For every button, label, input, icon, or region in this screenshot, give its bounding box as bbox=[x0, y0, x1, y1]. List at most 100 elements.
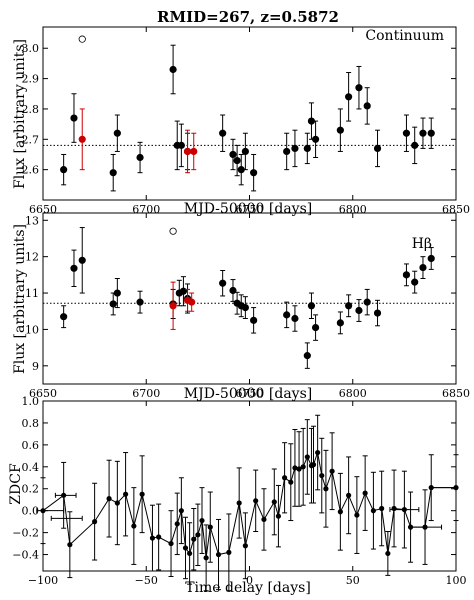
continuum-data-point bbox=[250, 169, 258, 177]
continuum-data-point bbox=[219, 129, 227, 137]
zdcf-series-line bbox=[42, 450, 456, 558]
hbeta-outlier-point bbox=[169, 227, 177, 235]
zdcf-x-tick-label: 0 bbox=[246, 574, 253, 587]
zdcf-data-point bbox=[149, 535, 156, 541]
zdcf-data-point bbox=[191, 536, 197, 542]
continuum-data-point bbox=[233, 156, 241, 165]
zdcf-data-point bbox=[199, 517, 205, 524]
zdcf-data-point bbox=[131, 523, 137, 529]
continuum-data-point bbox=[183, 147, 192, 156]
hbeta-data-point bbox=[283, 311, 291, 319]
hbeta-data-point bbox=[109, 300, 117, 308]
hbeta-data-point bbox=[303, 352, 311, 360]
zdcf-data-point bbox=[329, 468, 335, 474]
continuum-data-point bbox=[419, 129, 427, 137]
zdcf-data-point bbox=[253, 498, 259, 504]
continuum-data-point bbox=[283, 147, 291, 156]
hbeta-data-point bbox=[411, 278, 419, 286]
hbeta-panel: Hβ MJD-50000 [days] Flux [arbitrary unit… bbox=[12, 212, 470, 402]
zdcf-panel: Time delay [days] ZDCF −100 −50 0 50 100 −0.4… bbox=[8, 395, 467, 596]
continuum-y-tick-label: 3.0 bbox=[22, 42, 40, 55]
zdcf-data-point bbox=[300, 464, 306, 470]
zdcf-data-point bbox=[92, 519, 98, 525]
continuum-plot-frame bbox=[42, 26, 457, 201]
hbeta-data-point bbox=[307, 302, 316, 310]
hbeta-data-point bbox=[78, 256, 86, 264]
zdcf-data-point bbox=[319, 472, 325, 479]
continuum-outlier-point bbox=[78, 35, 86, 43]
hbeta-data-point bbox=[219, 279, 227, 287]
zdcf-data-point bbox=[370, 508, 376, 514]
zdcf-data-point bbox=[168, 540, 174, 547]
zdcf-data-point bbox=[195, 532, 201, 538]
hbeta-data-point bbox=[241, 303, 249, 312]
hbeta-plot-frame bbox=[42, 212, 457, 385]
hbeta-data-point bbox=[345, 302, 353, 310]
continuum-y-tick-label: 2.6 bbox=[22, 164, 40, 177]
continuum-data-point bbox=[411, 141, 419, 149]
zdcf-data-point bbox=[385, 550, 391, 557]
zdcf-data-point bbox=[261, 516, 267, 523]
hbeta-data-point bbox=[179, 287, 188, 295]
zdcf-x-axis-label: Time delay [days] bbox=[185, 580, 311, 596]
continuum-data-point bbox=[60, 166, 68, 174]
zdcf-x-tick-label: 50 bbox=[346, 574, 360, 587]
continuum-label: Continuum bbox=[365, 28, 444, 44]
hbeta-data-point bbox=[250, 316, 258, 324]
zdcf-data-point bbox=[236, 500, 242, 506]
continuum-data-point bbox=[303, 144, 311, 153]
zdcf-data-point bbox=[67, 542, 73, 548]
zdcf-data-point bbox=[346, 492, 352, 498]
zdcf-data-point bbox=[226, 549, 232, 555]
hbeta-data-point bbox=[169, 302, 177, 310]
zdcf-data-point bbox=[354, 512, 360, 518]
zdcf-data-point bbox=[323, 486, 329, 492]
hbeta-y-tick-label: 11 bbox=[25, 287, 39, 300]
hbeta-y-tick-label: 10 bbox=[25, 323, 39, 336]
continuum-data-point bbox=[136, 153, 144, 162]
hbeta-data-point bbox=[136, 298, 144, 306]
continuum-data-point bbox=[169, 65, 177, 74]
hbeta-y-tick-label: 12 bbox=[25, 251, 39, 264]
continuum-data-point bbox=[291, 144, 299, 153]
zdcf-y-tick-label: 0.8 bbox=[22, 417, 40, 430]
hbeta-data-point bbox=[419, 263, 427, 272]
zdcf-y-tick-label: −0.2 bbox=[12, 527, 39, 540]
zdcf-data-point bbox=[271, 499, 277, 505]
hbeta-data-point bbox=[373, 309, 382, 317]
continuum-data-point bbox=[336, 126, 344, 134]
zdcf-data-point bbox=[315, 449, 321, 456]
zdcf-data-point bbox=[215, 551, 222, 558]
zdcf-y-tick-label: 1.0 bbox=[22, 395, 40, 408]
hbeta-data-point bbox=[427, 254, 435, 263]
hbeta-data-point bbox=[363, 298, 371, 306]
hbeta-data-point bbox=[311, 324, 320, 332]
continuum-data-point bbox=[241, 147, 249, 156]
zdcf-data-point bbox=[288, 479, 294, 485]
zdcf-data-point bbox=[275, 513, 282, 519]
continuum-data-point bbox=[113, 129, 121, 137]
hbeta-data-point bbox=[402, 271, 411, 279]
continuum-panel: Continuum MJD-50000 [days] Flux [arbitra… bbox=[12, 26, 470, 217]
zdcf-data-point bbox=[292, 465, 298, 471]
continuum-data-point bbox=[70, 114, 78, 122]
hbeta-x-tick-label: 6850 bbox=[442, 387, 470, 400]
zdcf-data-point bbox=[182, 545, 189, 551]
zdcf-x-tick-label: −100 bbox=[28, 574, 58, 587]
figure-title: RMID=267, z=0.5872 bbox=[157, 8, 339, 26]
zdcf-data-point bbox=[379, 505, 385, 512]
continuum-data-point bbox=[177, 141, 185, 149]
continuum-data-point bbox=[402, 129, 411, 137]
zdcf-data-point bbox=[207, 524, 213, 530]
zdcf-data-point bbox=[310, 462, 317, 468]
hbeta-x-tick-label: 6800 bbox=[339, 387, 367, 400]
zdcf-y-tick-label: 0.6 bbox=[22, 439, 40, 452]
hbeta-data-point bbox=[291, 314, 299, 323]
hbeta-y-tick-label: 9 bbox=[32, 360, 39, 373]
zdcf-data-point bbox=[203, 555, 209, 561]
continuum-y-axis-label: Flux [arbitrary units] bbox=[12, 39, 28, 189]
continuum-data-point bbox=[345, 93, 353, 101]
zdcf-data-point bbox=[187, 550, 193, 557]
continuum-data-point bbox=[373, 144, 382, 153]
